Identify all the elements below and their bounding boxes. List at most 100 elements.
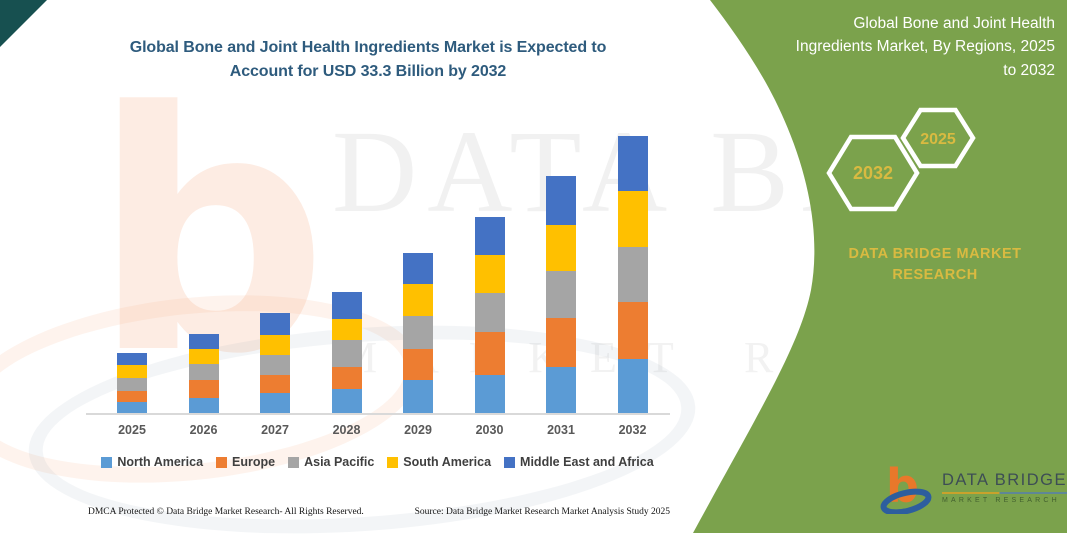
x-axis-label: 2031 <box>547 423 575 437</box>
legend-item-asia-pacific: Asia Pacific <box>288 455 374 469</box>
bar-segment-south-america <box>474 255 505 293</box>
brand-wordmark: DATA BRIDGE MARKET RESEARCH <box>795 244 1067 286</box>
bar-2030: 2030 <box>474 122 505 437</box>
legend-item-south-america: South America <box>387 455 491 469</box>
x-axis-line <box>86 413 670 415</box>
bar-2028: 2028 <box>331 122 362 437</box>
hexagon-2032 <box>826 134 920 212</box>
bar-2031: 2031 <box>546 122 576 437</box>
bar-segment-middle-east-and-africa <box>546 176 576 225</box>
corner-accent-triangle <box>0 0 47 47</box>
legend-swatch <box>288 456 300 468</box>
x-axis-label: 2029 <box>404 423 432 437</box>
hexagon-2032-label: 2032 <box>853 163 893 183</box>
logo-swoosh <box>880 488 932 514</box>
legend-item-north-america: North America <box>101 455 203 469</box>
bar-segment-north-america <box>117 402 147 414</box>
legend-label: North America <box>117 455 204 469</box>
bar-chart: 2025 2026 2027 2028 2029 2030 2031 2032 <box>117 122 648 437</box>
bar-segment-middle-east-and-africa <box>117 353 147 365</box>
year-hexagons: 2025 2032 <box>826 107 976 212</box>
footer-dmca-text: DMCA Protected © Data Bridge Market Rese… <box>88 507 364 517</box>
bar-segment-asia-pacific <box>403 316 433 349</box>
x-axis-label: 2028 <box>332 423 361 437</box>
bar-segment-asia-pacific <box>546 271 576 318</box>
logo-subtitle: MARKET RESEARCH <box>942 496 1060 504</box>
side-panel-heading-line3: to 2032 <box>1003 61 1055 79</box>
side-panel-background <box>693 0 1067 533</box>
x-axis-label: 2025 <box>118 423 146 437</box>
bar-segment-europe <box>188 380 219 398</box>
bar-segment-europe <box>331 367 362 389</box>
bar-segment-north-america <box>474 375 505 414</box>
brand-wordmark-line1: DATA BRIDGE MARKET <box>848 246 1022 262</box>
brand-wordmark-line2: RESEARCH <box>892 267 978 284</box>
legend-item-middle-east-and-africa: Middle East and Africa <box>504 455 654 469</box>
bar-segment-middle-east-and-africa <box>474 217 505 255</box>
bar-segment-middle-east-and-africa <box>331 292 362 319</box>
bar-segment-asia-pacific <box>331 340 362 367</box>
legend-label: Asia Pacific <box>304 455 375 469</box>
bar-segment-south-america <box>546 225 576 271</box>
bar-segment-asia-pacific <box>117 378 147 391</box>
logo-mark-icon: b <box>880 460 932 514</box>
background-shapes <box>0 0 1067 533</box>
page-title: Global Bone and Joint Health Ingredients… <box>98 36 638 84</box>
bar-2032: 2032 <box>617 122 648 437</box>
bar-segment-south-america <box>403 284 433 316</box>
bar-segment-south-america <box>617 191 648 247</box>
legend-label: South America <box>403 455 492 469</box>
side-panel-heading-line1: Global Bone and Joint Health <box>853 15 1055 32</box>
page-title-line1: Global Bone and Joint Health Ingredients… <box>129 39 607 56</box>
bar-segment-europe <box>403 349 433 380</box>
x-axis-label: 2032 <box>618 423 647 437</box>
chart-legend: North America Europe Asia Pacific South Ame… <box>80 455 675 469</box>
bar-segment-europe <box>117 391 147 402</box>
page-title-line2: Account for USD 33.3 Billion by 2032 <box>229 63 507 80</box>
x-axis-label: 2027 <box>261 423 289 437</box>
bar-segment-north-america <box>546 367 576 414</box>
bar-2025: 2025 <box>117 122 147 437</box>
footer: DMCA Protected © Data Bridge Market Rese… <box>88 507 670 517</box>
bar-segment-north-america <box>403 380 433 414</box>
x-axis-label: 2030 <box>475 423 504 437</box>
logo-underline <box>942 491 1067 494</box>
bar-segment-asia-pacific <box>617 247 648 302</box>
logo-name: DATA BRIDGE <box>942 470 1067 489</box>
hexagon-2025-label: 2025 <box>920 131 956 148</box>
bar-segment-asia-pacific <box>260 355 290 375</box>
bar-2029: 2029 <box>403 122 433 437</box>
side-panel-heading: Global Bone and Joint Health Ingredients… <box>730 12 1055 82</box>
bar-segment-south-america <box>260 335 290 355</box>
bar-segment-south-america <box>117 365 147 378</box>
bar-2026: 2026 <box>188 122 219 437</box>
bar-segment-asia-pacific <box>188 364 219 380</box>
side-panel-heading-line2: Ingredients Market, By Regions, 2025 <box>795 38 1055 56</box>
logo-b-glyph: b <box>886 460 919 513</box>
bar-segment-south-america <box>188 349 219 364</box>
bar-2027: 2027 <box>260 122 290 437</box>
bar-segment-middle-east-and-africa <box>188 334 219 349</box>
legend-swatch <box>387 456 399 468</box>
legend-label: Europe <box>232 455 276 469</box>
logo-text-block: DATA BRIDGE MARKET RESEARCH <box>942 471 1067 504</box>
company-logo: b DATA BRIDGE MARKET RESEARCH <box>880 460 1067 514</box>
bar-segment-north-america <box>188 398 219 414</box>
bar-segment-asia-pacific <box>474 293 505 332</box>
bar-segment-europe <box>546 318 576 367</box>
bar-segment-north-america <box>617 359 648 414</box>
legend-swatch <box>101 456 113 468</box>
legend-item-europe: Europe <box>216 455 275 469</box>
legend-label: Middle East and Africa <box>520 455 654 469</box>
legend-swatch <box>504 456 516 468</box>
bar-segment-europe <box>617 302 648 359</box>
bar-segment-middle-east-and-africa <box>260 313 290 335</box>
bar-segment-europe <box>474 332 505 375</box>
bar-segment-north-america <box>260 393 290 414</box>
bar-segment-middle-east-and-africa <box>617 136 648 191</box>
x-axis-label: 2026 <box>189 423 218 437</box>
bar-segment-europe <box>260 375 290 393</box>
hexagon-2025 <box>900 107 976 169</box>
footer-source-text: Source: Data Bridge Market Research Mark… <box>414 507 670 517</box>
bar-segment-north-america <box>331 389 362 414</box>
